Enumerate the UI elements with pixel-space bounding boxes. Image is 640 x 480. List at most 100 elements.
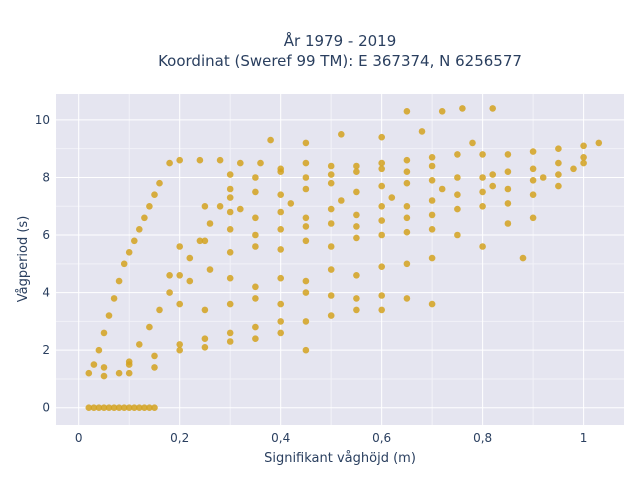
x-tick-label: 0 [75, 431, 83, 445]
data-point [459, 105, 466, 112]
data-point [428, 300, 436, 308]
data-point [201, 335, 209, 343]
data-point [378, 306, 386, 314]
data-point [454, 205, 461, 213]
data-point [353, 168, 360, 175]
data-point [479, 243, 486, 250]
data-point [125, 369, 133, 377]
data-point [454, 151, 461, 158]
data-point [186, 277, 194, 285]
data-point [403, 203, 411, 210]
x-tick-label: 0,2 [170, 431, 189, 445]
data-point [166, 289, 173, 296]
y-tick-label: 8 [42, 170, 50, 184]
data-point [252, 214, 259, 222]
data-point [105, 404, 113, 412]
data-point [454, 174, 461, 181]
data-point [327, 179, 335, 187]
data-point [216, 156, 224, 164]
data-points [85, 105, 603, 412]
data-point [302, 346, 310, 354]
data-point [201, 306, 209, 314]
data-point [186, 254, 194, 262]
data-point [146, 323, 153, 331]
data-point [277, 226, 285, 233]
data-point [378, 217, 386, 224]
data-point [252, 323, 259, 331]
data-point [131, 237, 138, 245]
data-point [302, 159, 310, 167]
data-point [302, 185, 310, 193]
data-point [504, 200, 512, 207]
data-point [302, 277, 310, 285]
data-point [131, 404, 138, 412]
data-point [428, 226, 436, 233]
data-point [146, 404, 153, 412]
data-point [287, 200, 295, 207]
data-point [555, 159, 562, 167]
data-point [489, 105, 497, 112]
data-point [403, 108, 411, 115]
data-point [504, 151, 512, 158]
data-point [110, 295, 118, 302]
data-point [141, 404, 148, 412]
data-point [327, 205, 335, 213]
y-tick-label: 6 [42, 228, 50, 242]
data-point [403, 156, 411, 164]
data-point [378, 203, 386, 210]
x-axis-title: Signifikant våghöjd (m) [264, 451, 416, 466]
data-point [252, 335, 259, 343]
data-point [378, 182, 386, 190]
data-point [115, 369, 123, 377]
data-point [136, 226, 143, 233]
data-point [353, 162, 360, 170]
data-point [176, 156, 183, 164]
data-point [201, 344, 209, 351]
data-point [479, 151, 486, 158]
data-point [428, 177, 436, 184]
data-point [378, 165, 386, 173]
data-point [327, 220, 335, 227]
data-point [353, 223, 360, 230]
data-point [529, 165, 537, 173]
data-point [166, 159, 173, 167]
data-point [206, 266, 214, 273]
data-point [201, 237, 209, 245]
data-point [120, 404, 128, 412]
data-point [206, 220, 214, 227]
data-point [428, 254, 436, 262]
data-point [454, 231, 461, 239]
data-point [403, 179, 411, 187]
data-point [378, 133, 386, 141]
data-point [156, 306, 163, 314]
y-tick-label: 4 [42, 286, 50, 300]
data-point [302, 214, 310, 222]
data-point [479, 188, 486, 196]
data-point [226, 329, 234, 337]
data-point [226, 226, 234, 233]
data-point [237, 159, 244, 167]
x-tick-label: 0,8 [473, 431, 492, 445]
data-point [428, 211, 436, 219]
data-point [327, 312, 335, 319]
data-point [277, 191, 285, 198]
plot-area [56, 94, 624, 425]
data-point [151, 352, 158, 360]
data-point [555, 145, 562, 152]
data-point [595, 139, 603, 147]
data-point [115, 277, 123, 285]
chart-title-line-2: Koordinat (Sweref 99 TM): E 367374, N 62… [158, 52, 522, 70]
y-tick-label: 0 [42, 401, 50, 415]
data-point [353, 234, 360, 242]
data-point [100, 364, 108, 371]
data-point [353, 306, 360, 314]
data-point [504, 185, 512, 193]
data-point [338, 131, 345, 138]
data-point [136, 341, 143, 348]
data-point [570, 165, 577, 173]
y-axis-ticks: 0 2 4 6 8 10 [35, 113, 50, 415]
data-point [90, 361, 98, 368]
data-point [125, 358, 133, 366]
data-point [327, 243, 335, 250]
data-point [115, 404, 123, 412]
